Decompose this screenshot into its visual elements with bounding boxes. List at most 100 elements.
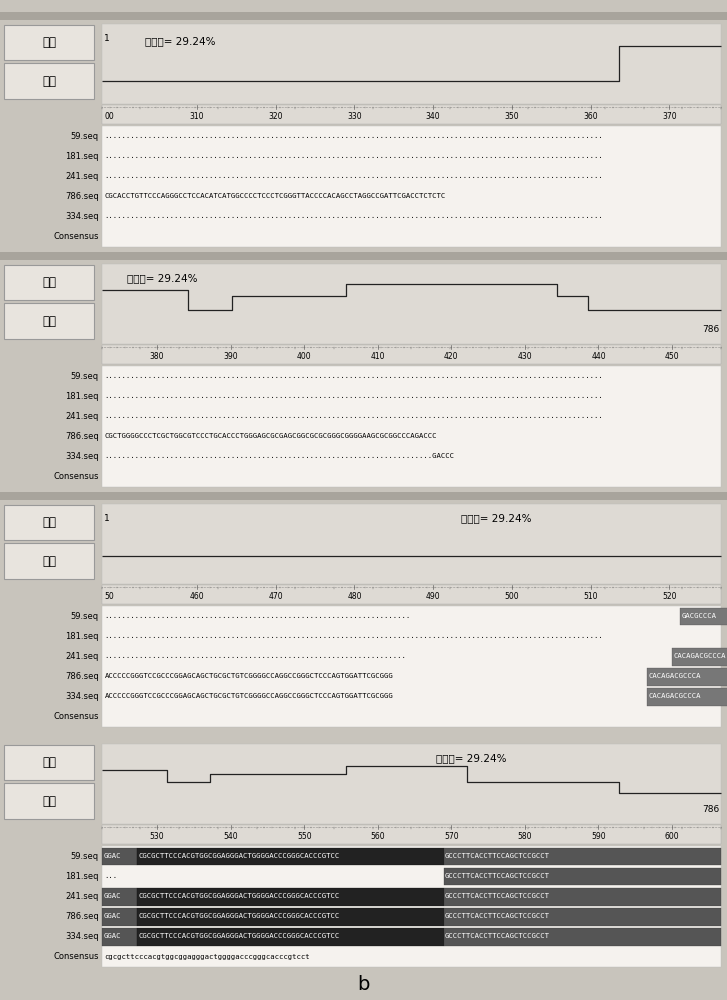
- Text: 580: 580: [518, 832, 532, 841]
- Bar: [4, 745, 94, 780]
- Bar: [0, 12, 727, 20]
- Text: 310: 310: [190, 112, 204, 121]
- Text: 241.seq: 241.seq: [65, 412, 99, 421]
- Bar: [137, 908, 443, 926]
- Text: 420: 420: [444, 352, 459, 361]
- Text: 380: 380: [150, 352, 164, 361]
- Text: 520: 520: [662, 592, 677, 601]
- Text: 241.seq: 241.seq: [65, 172, 99, 181]
- Text: 输出: 输出: [42, 315, 56, 328]
- Text: 一致性= 29.24%: 一致性= 29.24%: [461, 513, 531, 523]
- Bar: [647, 688, 727, 706]
- Text: 1: 1: [104, 34, 110, 43]
- Text: CACAGACGCCCA: CACAGACGCCCA: [673, 653, 726, 659]
- Text: 334.seq: 334.seq: [65, 452, 99, 461]
- Text: 59.seq: 59.seq: [71, 132, 99, 141]
- Bar: [680, 608, 727, 625]
- Bar: [102, 744, 721, 824]
- Bar: [102, 24, 721, 104]
- Bar: [4, 25, 94, 60]
- Text: GCCCTTCACCTTCCAGCTCCGCCT: GCCCTTCACCTTCCAGCTCCGCCT: [445, 873, 550, 879]
- Text: Consensus: Consensus: [53, 712, 99, 721]
- Text: GCCCTTCACCTTCCAGCTCCGCCT: GCCCTTCACCTTCCAGCTCCGCCT: [445, 913, 550, 919]
- Text: 410: 410: [371, 352, 385, 361]
- Text: 输出: 输出: [42, 75, 56, 88]
- Text: 390: 390: [223, 352, 238, 361]
- Text: GCCCTTCACCTTCCAGCTCCGCCT: GCCCTTCACCTTCCAGCTCCGCCT: [445, 853, 550, 859]
- Text: 530: 530: [150, 832, 164, 841]
- Bar: [647, 668, 727, 686]
- Text: CGCGCTTCCCACGTGGCGGAGGGACTGGGGACCCGGGCACCCGTCC: CGCGCTTCCCACGTGGCGGAGGGACTGGGGACCCGGGCAC…: [138, 913, 340, 919]
- Bar: [137, 848, 443, 865]
- Text: CACAGACGCCCA: CACAGACGCCCA: [648, 673, 701, 679]
- Text: 241.seq: 241.seq: [65, 652, 99, 661]
- Text: 786.seq: 786.seq: [65, 432, 99, 441]
- Text: 一致性= 29.24%: 一致性= 29.24%: [126, 273, 197, 283]
- Text: GCCCTTCACCTTCCAGCTCCGCCT: GCCCTTCACCTTCCAGCTCCGCCT: [445, 893, 550, 899]
- Bar: [137, 928, 443, 946]
- Text: ...: ...: [105, 873, 118, 879]
- Bar: [4, 303, 94, 339]
- Text: 540: 540: [223, 832, 238, 841]
- Text: 360: 360: [583, 112, 598, 121]
- Text: 334.seq: 334.seq: [65, 932, 99, 941]
- Bar: [102, 105, 721, 124]
- Text: 输出: 输出: [42, 555, 56, 568]
- Text: 786.seq: 786.seq: [65, 672, 99, 681]
- Text: 786: 786: [702, 805, 719, 814]
- Text: 334.seq: 334.seq: [65, 692, 99, 701]
- Text: 786.seq: 786.seq: [65, 912, 99, 921]
- Text: 400: 400: [297, 352, 312, 361]
- Text: 59.seq: 59.seq: [71, 372, 99, 381]
- Text: 241.seq: 241.seq: [65, 892, 99, 901]
- Bar: [443, 928, 721, 946]
- Bar: [102, 908, 137, 926]
- Text: 320: 320: [268, 112, 283, 121]
- Text: 181.seq: 181.seq: [65, 632, 99, 641]
- Text: 340: 340: [426, 112, 441, 121]
- Text: 选项: 选项: [42, 756, 56, 769]
- Text: 输出: 输出: [42, 795, 56, 808]
- Text: 选项: 选项: [42, 276, 56, 289]
- Bar: [0, 492, 727, 500]
- Text: 181.seq: 181.seq: [65, 872, 99, 881]
- Text: CGCGCTTCCCACGTGGCGGAGGGACTGGGGACCCGGGCACCCGTCC: CGCGCTTCCCACGTGGCGGAGGGACTGGGGACCCGGGCAC…: [138, 933, 340, 939]
- Text: b: b: [357, 976, 370, 994]
- Bar: [4, 783, 94, 819]
- Text: CGCGCTTCCCACGTGGCGGAGGGACTGGGGACCCGGGCACCCGTCC: CGCGCTTCCCACGTGGCGGAGGGACTGGGGACCCGGGCAC…: [138, 893, 340, 899]
- Bar: [102, 264, 721, 344]
- Text: ................................................................................: ........................................…: [105, 173, 603, 179]
- Text: ...........................................................................GACCC: ........................................…: [105, 453, 454, 459]
- Bar: [102, 126, 721, 247]
- Text: 450: 450: [664, 352, 679, 361]
- Bar: [102, 366, 721, 487]
- Text: 59.seq: 59.seq: [71, 852, 99, 861]
- Text: ................................................................................: ........................................…: [105, 393, 603, 399]
- Text: CGCTGGGGCCCTCGCTGGCGTCCCTGCACCCTGGGAGCGCGAGCGGCGCGCGGGCGGGGAAGCGCGGCCCAGACCC: CGCTGGGGCCCTCGCTGGCGTCCCTGCACCCTGGGAGCGC…: [105, 433, 437, 439]
- Bar: [102, 846, 721, 967]
- Text: 选项: 选项: [42, 516, 56, 529]
- Text: Consensus: Consensus: [53, 952, 99, 961]
- Text: cgcgcttcccacgtggcggagggactggggacccgggcacccgtcct: cgcgcttcccacgtggcggagggactggggacccgggcac…: [105, 954, 310, 960]
- Text: 181.seq: 181.seq: [65, 152, 99, 161]
- Text: 460: 460: [190, 592, 204, 601]
- Text: 550: 550: [297, 832, 312, 841]
- Bar: [443, 868, 721, 885]
- Text: 370: 370: [662, 112, 677, 121]
- Text: GACGCCCA: GACGCCCA: [681, 613, 716, 619]
- Text: .....................................................................: ........................................…: [105, 653, 406, 659]
- Text: ACCCCCGGGTCCGCCCGGAGCAGCTGCGCTGTCGGGGCCAGGCCGGGCTCCCAGTGGATTCGCGGG: ACCCCCGGGTCCGCCCGGAGCAGCTGCGCTGTCGGGGCCA…: [105, 693, 393, 699]
- Text: 786: 786: [702, 325, 719, 334]
- Bar: [443, 908, 721, 926]
- Text: ......................................................................: ........................................…: [105, 613, 411, 619]
- Text: GGAC: GGAC: [103, 853, 121, 859]
- Text: CACAGACGCCCA: CACAGACGCCCA: [648, 693, 701, 699]
- Bar: [102, 606, 721, 727]
- Text: 330: 330: [347, 112, 362, 121]
- Text: 490: 490: [426, 592, 441, 601]
- Text: 334.seq: 334.seq: [65, 212, 99, 221]
- Text: GGAC: GGAC: [103, 893, 121, 899]
- Text: 一致性= 29.24%: 一致性= 29.24%: [436, 753, 507, 763]
- Bar: [443, 848, 721, 865]
- Text: 选项: 选项: [42, 36, 56, 49]
